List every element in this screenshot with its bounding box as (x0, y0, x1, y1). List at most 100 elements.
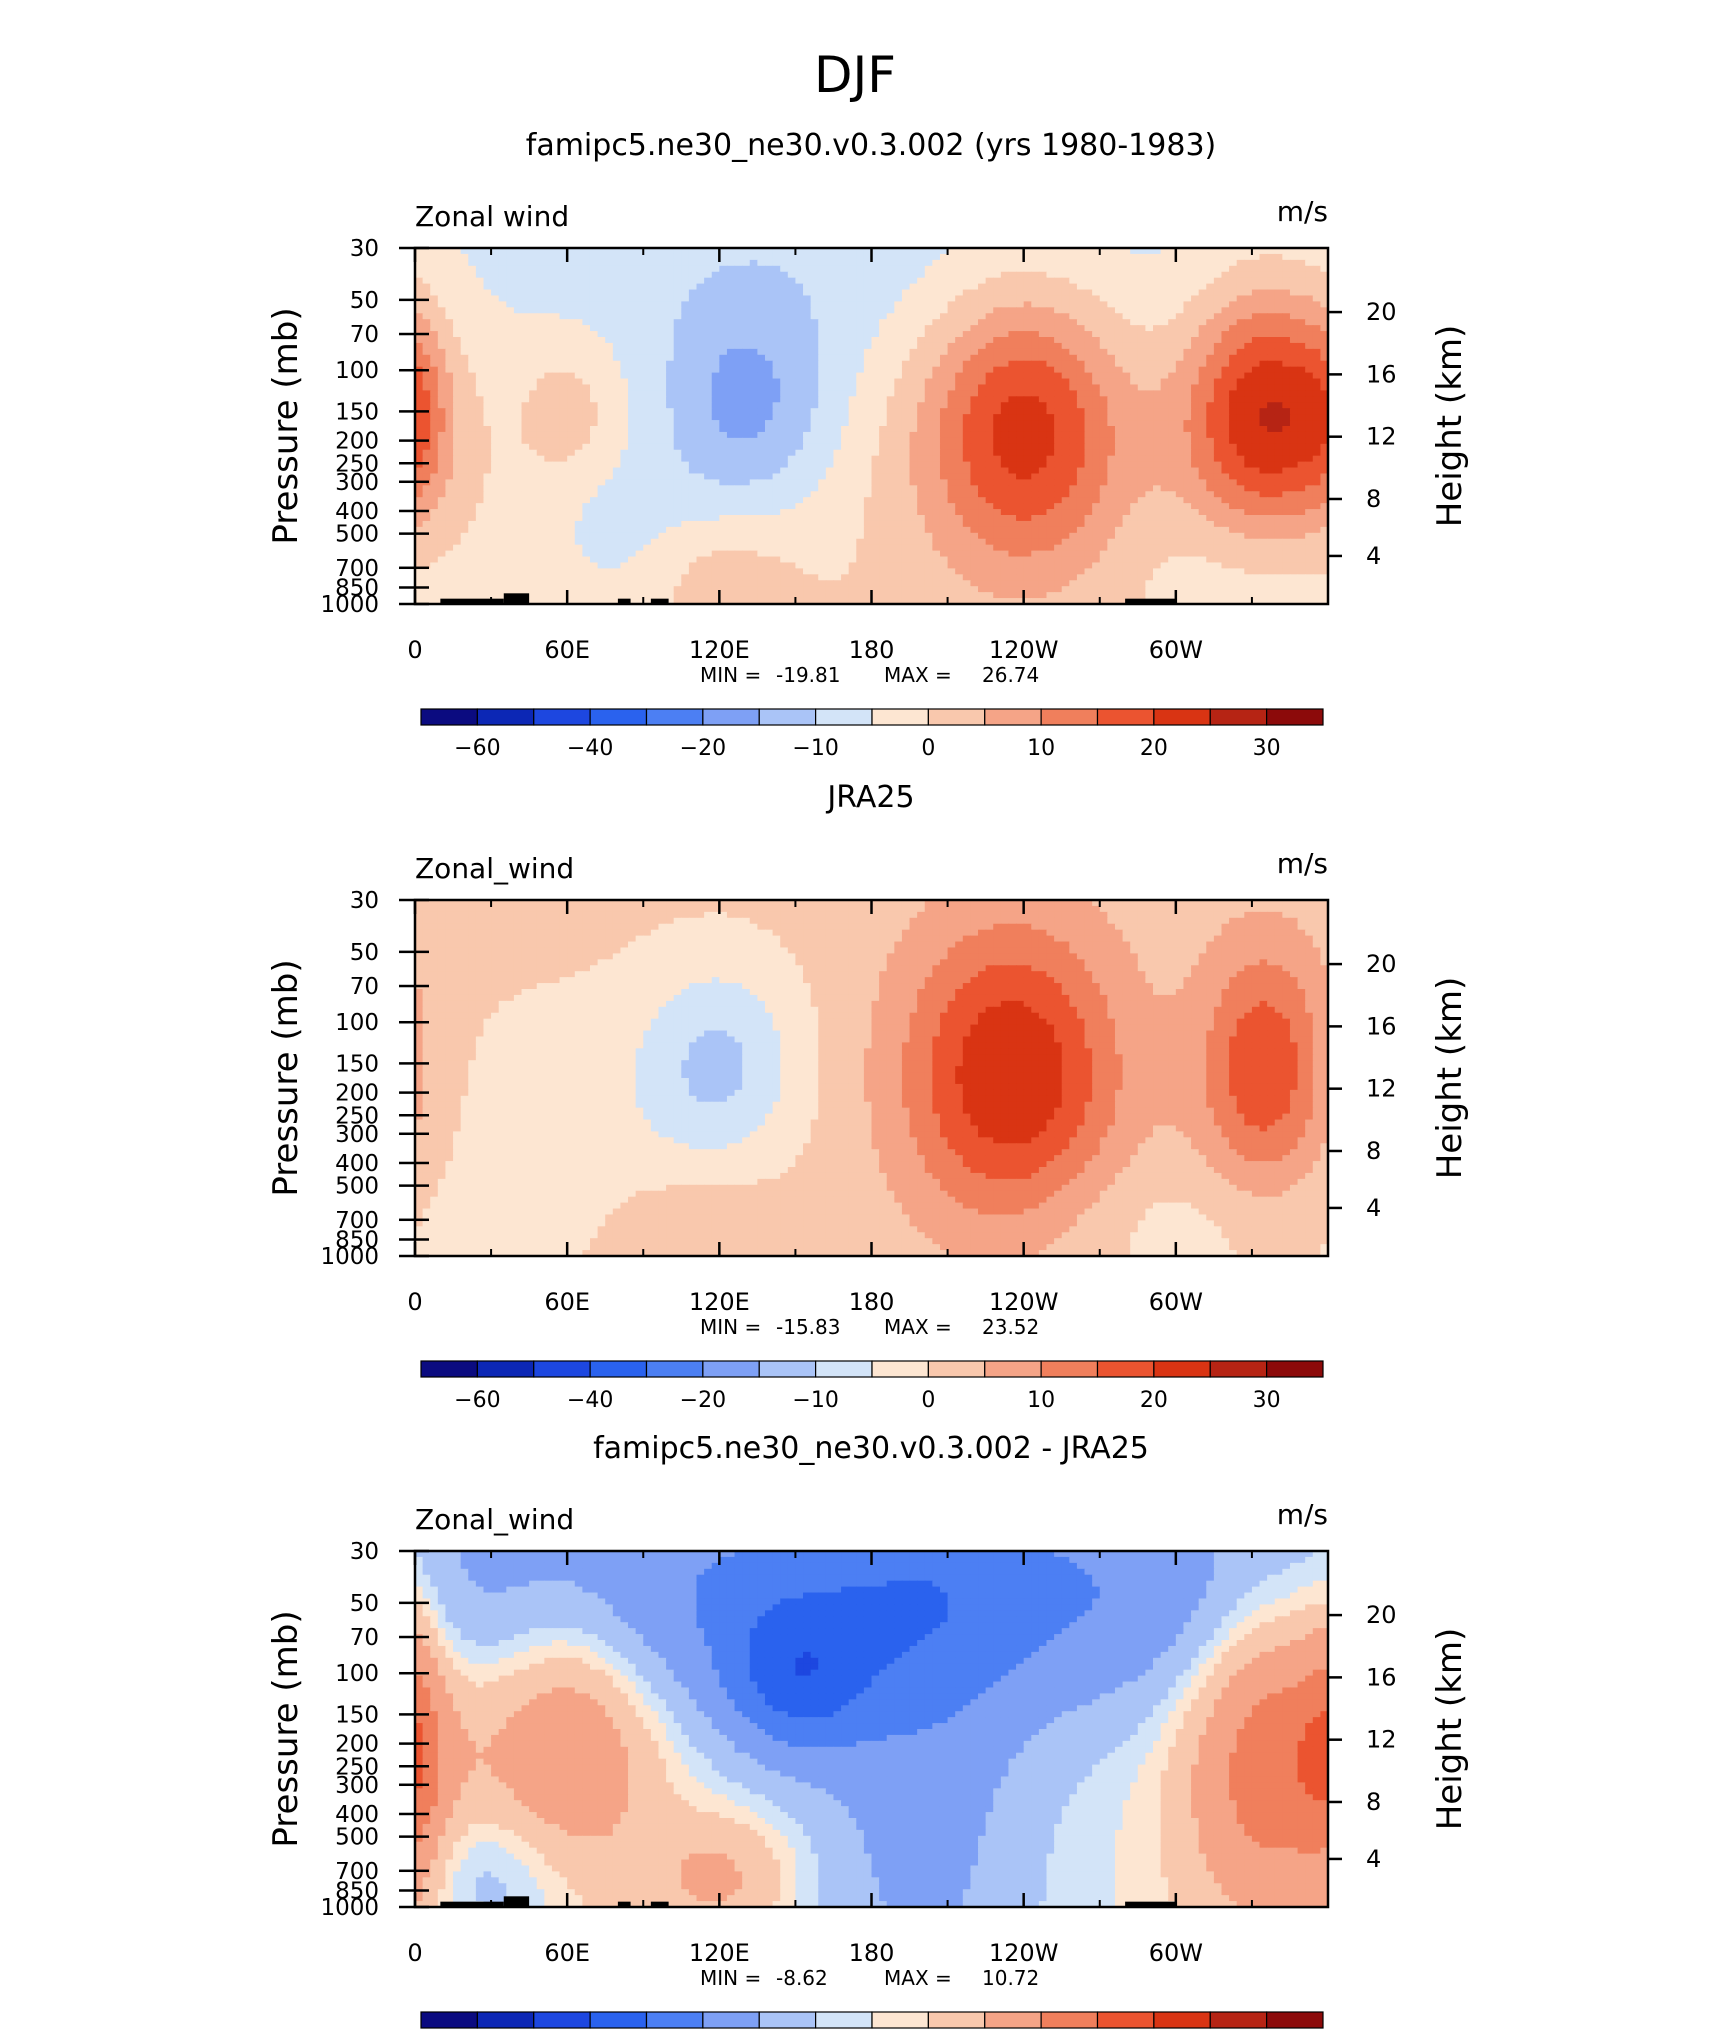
field-cell (1023, 289, 1032, 297)
field-cell (688, 402, 698, 409)
field-cell (650, 325, 660, 332)
field-cell (879, 455, 888, 463)
field-cell (757, 443, 766, 451)
field-cell (688, 289, 698, 297)
field-cell (803, 485, 812, 492)
field-cell (1213, 348, 1223, 356)
field-cell (856, 342, 865, 350)
field-cell (719, 449, 728, 457)
field-cell (985, 426, 994, 433)
field-cell (628, 248, 637, 255)
field-cell (589, 283, 599, 291)
field-cell (513, 479, 523, 486)
field-cell (1031, 325, 1040, 332)
field-cell (551, 414, 561, 421)
field-cell (643, 271, 652, 279)
field-cell (1031, 455, 1040, 463)
field-cell (688, 437, 698, 445)
field-cell (1038, 319, 1048, 326)
field-cell (460, 461, 469, 469)
field-cell (764, 396, 774, 403)
field-cell (1297, 354, 1306, 362)
field-cell (947, 313, 956, 320)
field-cell (939, 301, 949, 308)
field-cell (1191, 348, 1200, 356)
field-cell (749, 384, 758, 391)
field-cell (1160, 372, 1169, 380)
field-cell (726, 402, 736, 409)
field-cell (1153, 443, 1162, 451)
field-cell (1000, 485, 1010, 492)
field-cell (666, 372, 675, 380)
field-cell (415, 443, 424, 451)
field-cell (894, 277, 903, 285)
field-cell (932, 426, 941, 433)
field-cell (924, 473, 933, 480)
field-cell (1145, 337, 1154, 344)
field-cell (894, 473, 903, 480)
field-cell (734, 455, 743, 463)
field-cell (1183, 467, 1192, 475)
field-cell (681, 259, 690, 267)
field-cell (468, 437, 477, 445)
field-cell (1312, 253, 1321, 261)
field-cell (559, 443, 568, 451)
field-cell (498, 467, 507, 475)
field-cell (825, 265, 835, 273)
field-cell (795, 289, 804, 297)
field-cell (734, 253, 743, 261)
field-cell (650, 307, 660, 314)
field-cell (1092, 443, 1101, 451)
field-cell (978, 289, 987, 297)
field-cell (1198, 443, 1207, 451)
field-cell (726, 325, 736, 332)
field-cell (803, 277, 812, 285)
field-cell (1251, 354, 1261, 362)
field-cell (567, 259, 576, 267)
field-cell (1267, 354, 1276, 362)
field-cell (901, 265, 911, 273)
field-cell (415, 248, 424, 255)
field-cell (1023, 414, 1032, 421)
field-cell (1145, 384, 1154, 391)
field-cell (932, 271, 941, 279)
field-cell (825, 378, 835, 386)
field-cell (681, 455, 690, 463)
field-cell (628, 307, 637, 314)
field-cell (1259, 473, 1268, 480)
field-cell (430, 467, 439, 475)
field-cell (711, 289, 720, 297)
field-cell (635, 408, 644, 415)
field-cell (681, 366, 690, 374)
field-cell (551, 443, 561, 451)
field-cell (1213, 265, 1223, 273)
field-cell (917, 295, 926, 302)
field-cell (1038, 426, 1048, 433)
field-cell (1046, 307, 1055, 314)
field-cell (1137, 253, 1146, 261)
field-cell (1076, 473, 1086, 480)
field-cell (734, 408, 743, 415)
field-cell (1236, 360, 1245, 368)
field-cell (1244, 360, 1253, 368)
field-cell (1251, 396, 1261, 403)
field-cell (628, 378, 637, 386)
field-cell (841, 372, 850, 380)
field-cell (833, 408, 842, 415)
field-cell (513, 265, 523, 273)
field-cell (589, 408, 599, 415)
field-cell (529, 366, 538, 374)
field-cell (787, 325, 797, 332)
field-cell (422, 283, 431, 291)
field-cell (1198, 426, 1207, 433)
field-cell (833, 259, 842, 267)
field-cell (666, 337, 675, 344)
field-cell (939, 473, 949, 480)
field-cell (764, 301, 774, 308)
field-cell (1046, 455, 1055, 463)
field-cell (1099, 414, 1108, 421)
field-cell (1244, 319, 1253, 326)
field-cell (1198, 342, 1207, 350)
field-cell (1000, 248, 1010, 255)
field-cell (1160, 277, 1169, 285)
